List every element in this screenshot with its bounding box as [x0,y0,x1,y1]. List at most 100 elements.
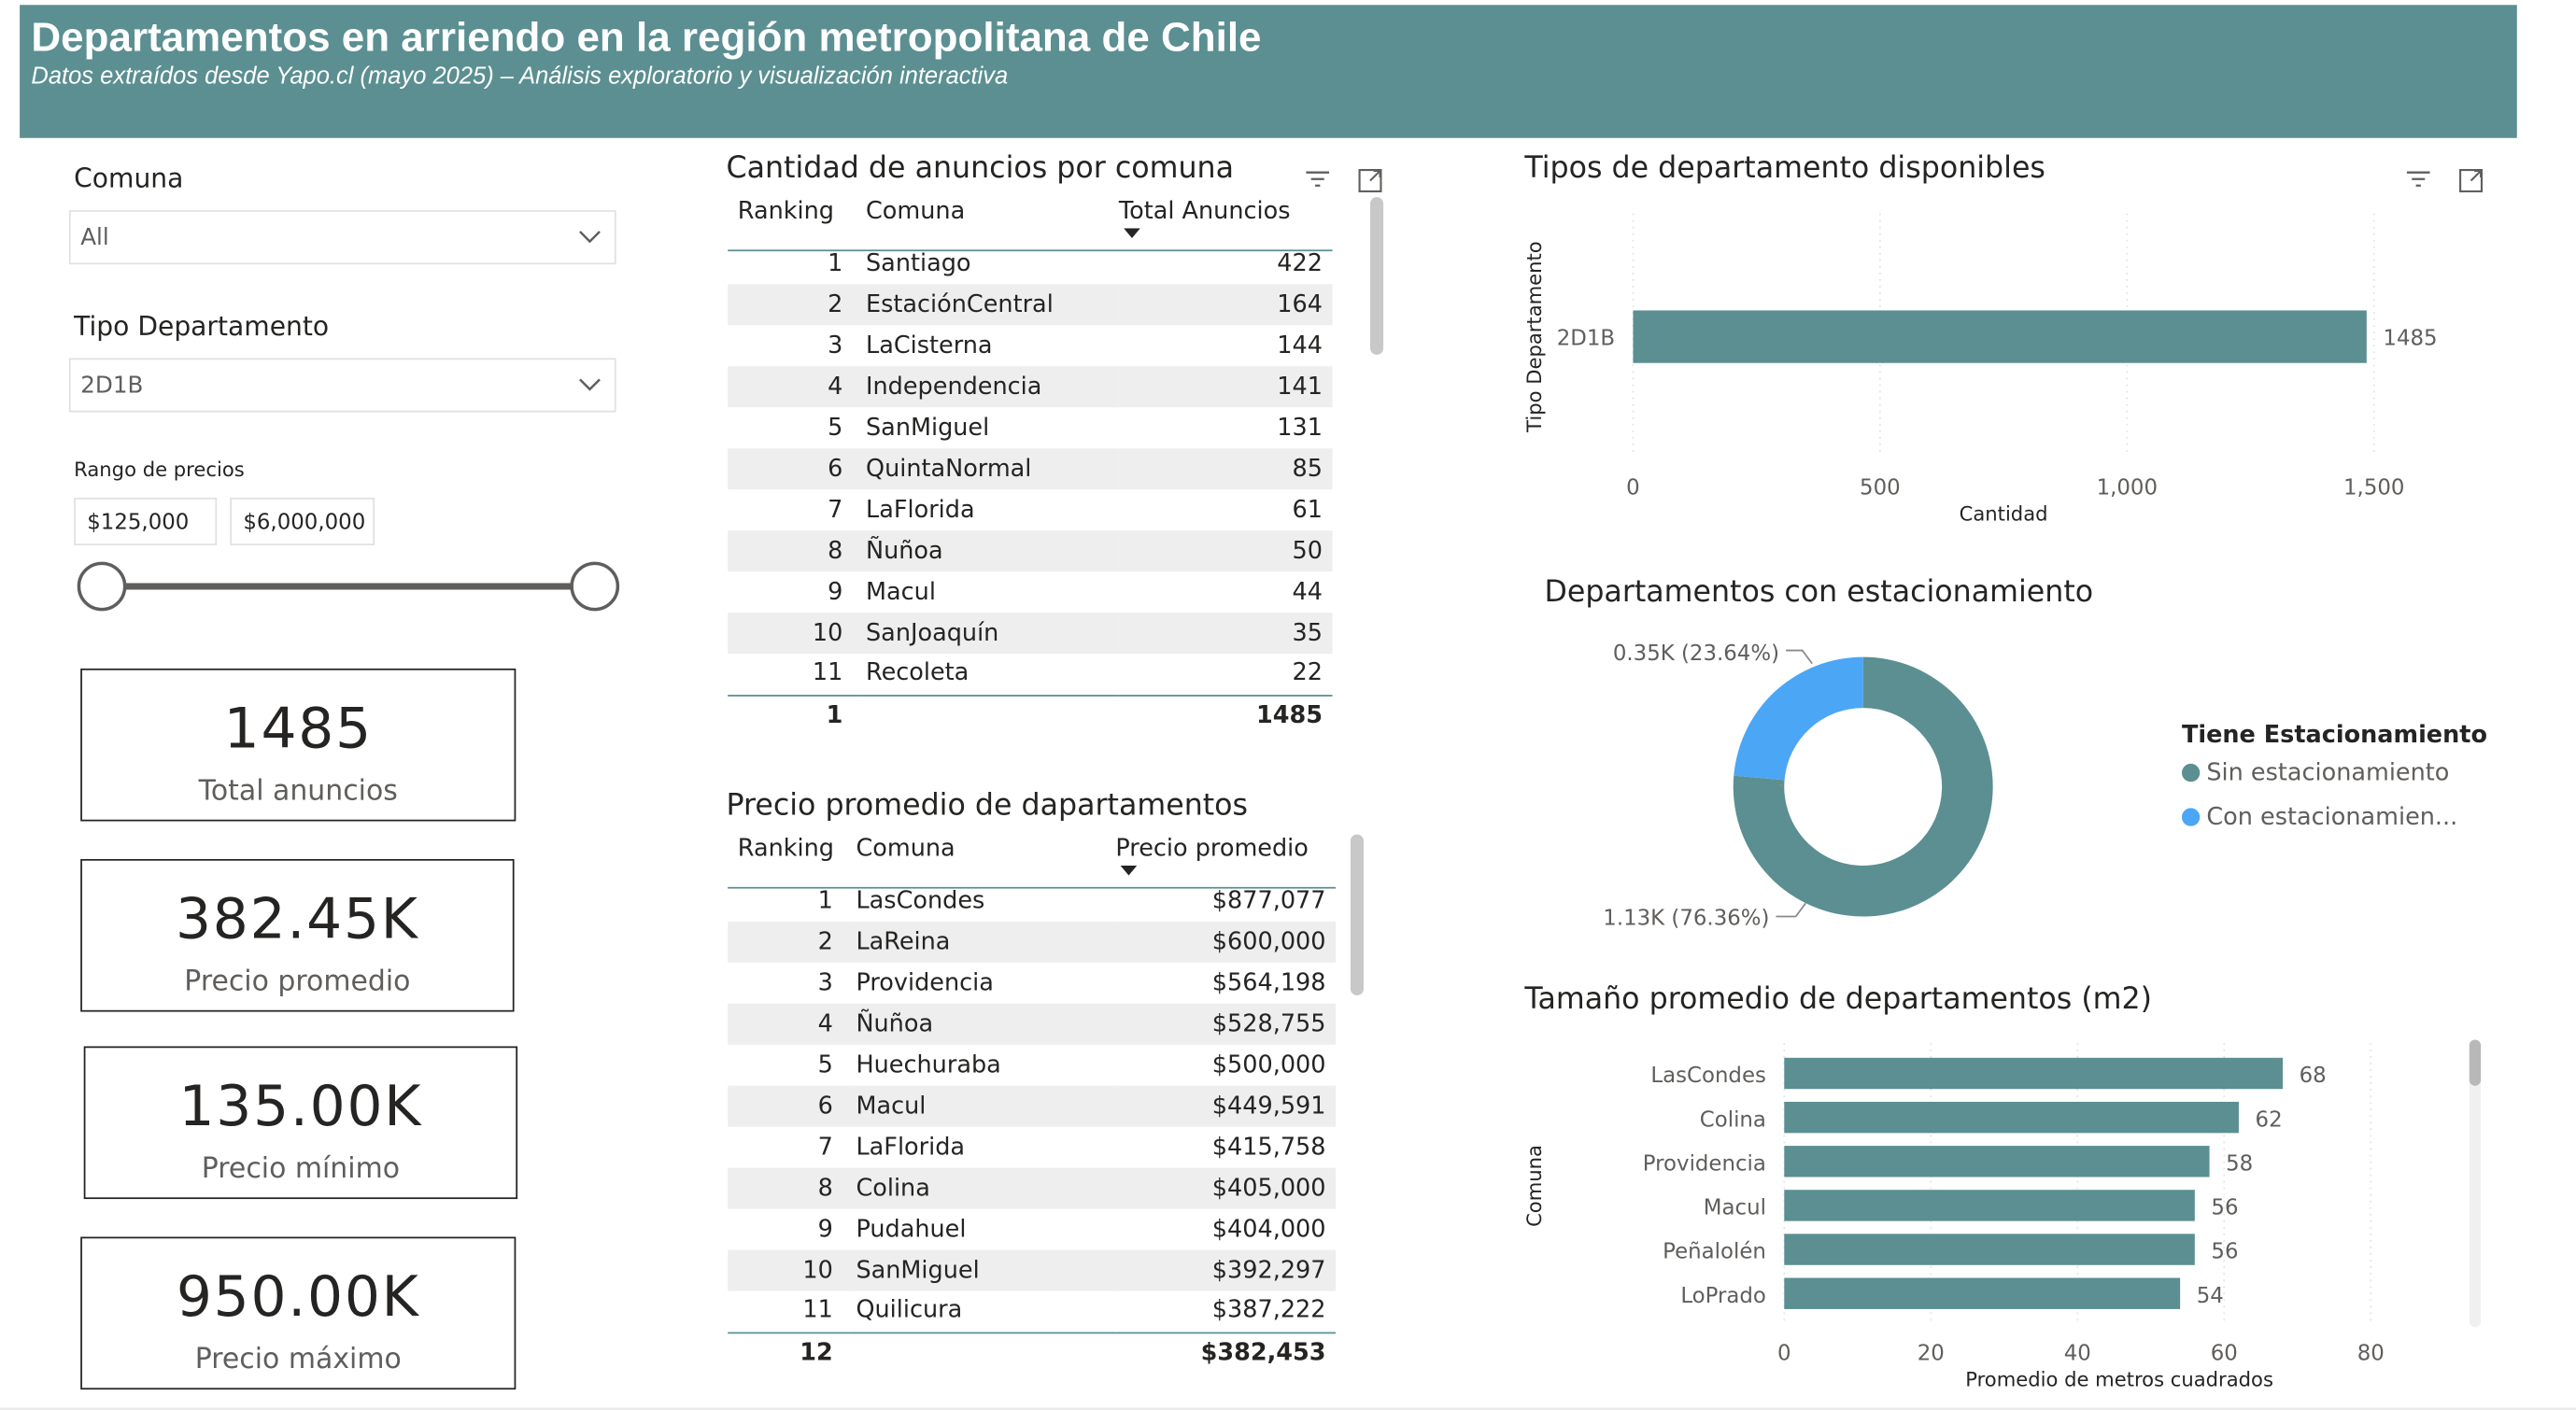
table-scrollbar[interactable] [1370,197,1384,355]
table-row[interactable]: 5 Huechuraba $500,000 [728,1045,1336,1086]
chevron-down-icon [579,378,601,391]
column-header-precio[interactable]: Precio promedio [1115,835,1336,881]
kpi-card-total: 1485 Total anuncios [80,668,517,822]
sort-descending-icon [1120,865,1138,876]
cell-value: $528,755 [1115,1003,1337,1045]
cell-value: 164 [1118,284,1333,326]
comuna-dropdown[interactable]: All [68,210,616,265]
cell-value: $392,297 [1115,1249,1337,1291]
table-row[interactable]: 10 SanJoaquín 35 [728,613,1333,655]
kpi-value: 1485 [223,696,373,763]
sort-descending-icon [1124,228,1140,239]
column-header-precio-label: Precio promedio [1115,836,1309,863]
cell-ranking: 1 [817,887,833,914]
table-row[interactable]: 11 Recoleta 22 [728,654,1332,695]
total-value: 1485 [1118,694,1333,738]
cell-ranking: 2 [728,284,859,326]
report-title: Departamentos en arriendo en la región m… [31,14,1262,62]
table-row[interactable]: 6 Macul $449,591 [728,1085,1337,1127]
tipo-dropdown[interactable]: 2D1B [68,358,616,413]
price-max-input[interactable]: $6,000,000 [230,497,375,545]
column-header-ranking[interactable]: Ranking [737,836,834,863]
table-row[interactable]: 4 Ñuñoa $528,755 [728,1003,1337,1045]
column-header-ranking[interactable]: Ranking [737,198,834,225]
cell-ranking: 8 [728,530,859,572]
cell-value: $415,758 [1211,1134,1326,1161]
kpi-value: 950.00K [176,1264,420,1331]
column-header-comuna[interactable]: Comuna [856,836,955,863]
table-row[interactable]: 6 QuintaNormal 85 [728,448,1333,490]
table-row[interactable]: 2 EstaciónCentral 164 [728,284,1333,326]
cell-comuna: Providencia [856,969,994,996]
price-slider-min-handle[interactable] [77,561,127,612]
cell-comuna: Pudahuel [856,1216,967,1243]
chevron-down-icon [579,231,601,244]
cell-ranking: 11 [812,660,843,687]
cell-ranking: 4 [728,366,859,408]
table-row[interactable]: 7 LaFlorida 61 [728,489,1332,530]
cell-comuna: Huechuraba [856,1051,1001,1079]
kpi-card-precio-minimo: 135.00K Precio mínimo [83,1046,518,1200]
table-row[interactable]: 1 LasCondes $877,077 [728,881,1336,922]
chart-scrollbar-track[interactable] [2469,1039,2482,1328]
y-axis-title: Tipo Departamento [1522,241,1546,433]
data-label: 1485 [2383,326,2437,350]
cell-ranking: 2 [728,921,850,963]
table-row[interactable]: 11 Quilicura $387,222 [728,1291,1336,1332]
table-row[interactable]: 1 Santiago 422 [728,243,1332,284]
table-row[interactable]: 5 SanMiguel 131 [728,407,1332,448]
price-slider-track[interactable] [102,583,595,590]
table-row[interactable]: 8 Ñuñoa 50 [728,530,1333,572]
table-header-divider [728,886,1337,889]
y-tick-label: Peñalolén [1663,1240,1766,1264]
cell-ranking: 4 [728,1003,850,1045]
bar [1784,1234,2195,1265]
legend-item-con[interactable]: Con estacionamien... [2181,805,2487,831]
comuna-dropdown-value: All [80,224,109,252]
donut-slice [1734,656,1863,781]
cell-ranking: 10 [728,613,859,655]
total-comuna [849,1331,1116,1375]
table-row[interactable]: 10 SanMiguel $392,297 [728,1249,1337,1291]
cell-comuna: Macul [865,579,936,606]
price-min-input[interactable]: $125,000 [74,497,218,545]
cell-comuna: Quilicura [856,1298,963,1325]
total-value: $382,453 [1115,1331,1337,1375]
legend-label: Sin estacionamiento [2206,760,2450,787]
focus-mode-icon[interactable] [1357,167,1383,193]
table-scrollbar[interactable] [1350,834,1364,995]
data-label: 58 [2226,1151,2253,1176]
kpi-caption: Precio promedio [184,966,411,999]
table-row[interactable]: 4 Independencia 141 [728,366,1333,408]
kpi-value: 382.45K [175,886,419,953]
chart-scrollbar-thumb[interactable] [2469,1039,2482,1086]
estacionamiento-donut-chart: 0.35K (23.64%) 1.13K (76.36%) [1603,642,1993,930]
table-row[interactable]: 3 LaCisterna 144 [728,325,1332,366]
cell-value: 61 [1292,497,1323,524]
kpi-value: 135.00K [178,1074,423,1140]
table-row[interactable]: 7 LaFlorida $415,758 [728,1127,1336,1168]
legend-item-sin[interactable]: Sin estacionamiento [2181,760,2487,787]
y-tick-label: 2D1B [1557,326,1615,350]
table-row[interactable]: 9 Macul 44 [728,571,1332,613]
table-row[interactable]: 3 Providencia $564,198 [728,963,1336,1004]
data-label: 68 [2300,1064,2327,1088]
filter-icon[interactable] [1305,167,1331,193]
x-tick-label: 40 [2064,1341,2091,1365]
column-header-comuna[interactable]: Comuna [865,198,966,225]
cell-comuna: LaReina [849,921,1116,963]
price-slider-max-handle[interactable] [570,561,620,612]
tipo-slicer-label: Tipo Departamento [74,310,330,342]
cell-value: $500,000 [1211,1051,1326,1079]
table-row[interactable]: 9 Pudahuel $404,000 [728,1209,1336,1250]
cell-ranking: 6 [728,448,859,490]
table-row[interactable]: 8 Colina $405,000 [728,1167,1337,1209]
focus-mode-icon[interactable] [2457,167,2484,193]
legend-dot [2181,763,2201,783]
column-header-total[interactable]: Total Anuncios [1119,197,1333,243]
filter-icon[interactable] [2405,167,2431,193]
cell-comuna: EstaciónCentral [858,284,1119,326]
cell-comuna: LaFlorida [865,497,975,524]
table-row[interactable]: 2 LaReina $600,000 [728,921,1337,963]
cell-comuna: Macul [849,1085,1116,1127]
